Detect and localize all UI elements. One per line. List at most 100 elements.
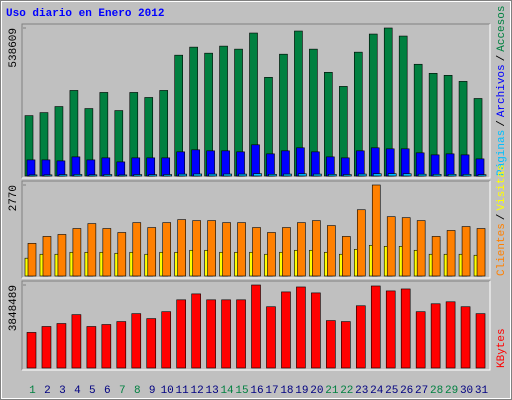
bar [72, 228, 82, 277]
legend: Páginas / Archivos / Accesos [496, 6, 508, 176]
bar [206, 150, 215, 177]
x-tick-label: 29 [445, 385, 458, 397]
legend-entry: Accesos [496, 6, 508, 52]
bar [251, 144, 260, 177]
bar [446, 230, 456, 277]
legend-entry: Clientes [496, 223, 508, 276]
bar [342, 236, 351, 277]
bar [385, 290, 396, 369]
bar [313, 173, 322, 177]
bar [281, 150, 290, 177]
bar [386, 216, 396, 277]
bar [26, 332, 37, 369]
x-tick-label: 25 [385, 385, 398, 397]
bar [87, 223, 97, 277]
bar [191, 293, 201, 369]
bar [238, 173, 247, 177]
bar [431, 236, 441, 277]
bar [42, 236, 52, 277]
x-tick-label: 15 [235, 385, 248, 397]
bar [326, 320, 336, 369]
bar [131, 157, 141, 177]
bar [417, 173, 427, 177]
bar [208, 173, 217, 177]
bar [41, 326, 52, 369]
bar [177, 219, 186, 277]
bar [56, 323, 67, 369]
bar [402, 173, 412, 177]
bar [311, 151, 320, 177]
bar [416, 220, 426, 277]
bar [86, 159, 96, 177]
bar [370, 147, 380, 177]
x-tick-label: 21 [325, 385, 339, 397]
bar [163, 174, 173, 177]
y-tick-label: 2770 [8, 185, 20, 211]
bar [355, 305, 366, 369]
y-tick-label: 3848489 [8, 285, 20, 331]
bar [475, 158, 485, 177]
bar [430, 303, 441, 369]
panel-bevel [22, 281, 491, 371]
x-tick-label: 6 [104, 385, 111, 397]
bar [131, 313, 142, 369]
bar [266, 153, 275, 177]
bar [357, 173, 367, 177]
bar [252, 227, 261, 277]
x-tick-label: 13 [205, 385, 218, 397]
x-tick-label: 5 [89, 385, 96, 397]
bar [430, 154, 440, 177]
bar [281, 291, 291, 369]
bar [370, 285, 381, 369]
bar [117, 232, 127, 277]
bar [41, 159, 51, 177]
bar [296, 147, 305, 177]
bar [101, 157, 111, 177]
legend-separator: / [496, 120, 508, 127]
bar [88, 174, 98, 177]
bar [253, 173, 262, 177]
bar [343, 174, 352, 177]
bar [58, 174, 68, 177]
bar [161, 311, 172, 369]
x-tick-label: 31 [475, 385, 489, 397]
bar [207, 220, 216, 277]
bar [162, 222, 172, 277]
bar [460, 306, 471, 369]
panel-bevel [21, 23, 490, 178]
bar [476, 228, 486, 277]
bar [133, 174, 143, 177]
bar [355, 150, 365, 177]
bar [385, 148, 395, 177]
bar [161, 157, 171, 177]
bar [222, 222, 231, 277]
bar [236, 299, 246, 369]
bar [298, 173, 307, 177]
bar [206, 299, 216, 369]
bar [178, 173, 187, 177]
x-tick-label: 8 [134, 385, 141, 397]
x-tick-label: 9 [149, 385, 156, 397]
bar [223, 173, 232, 177]
legend-separator: / [496, 55, 508, 62]
chart-title: Uso diario en Enero 2012 [6, 8, 164, 20]
bar [477, 174, 487, 177]
x-tick-label: 27 [415, 385, 428, 397]
x-tick-label: 20 [310, 385, 323, 397]
bar [146, 318, 157, 369]
x-tick-label: 7 [119, 385, 126, 397]
bar [71, 314, 82, 369]
x-tick-label: 26 [400, 385, 413, 397]
bar [328, 174, 337, 177]
bar [311, 292, 321, 369]
bar [266, 306, 276, 369]
x-tick-label: 28 [430, 385, 443, 397]
bar [146, 157, 156, 177]
x-tick-label: 2 [44, 385, 51, 397]
bar [191, 149, 200, 177]
bar [415, 152, 425, 177]
bar [461, 226, 471, 277]
